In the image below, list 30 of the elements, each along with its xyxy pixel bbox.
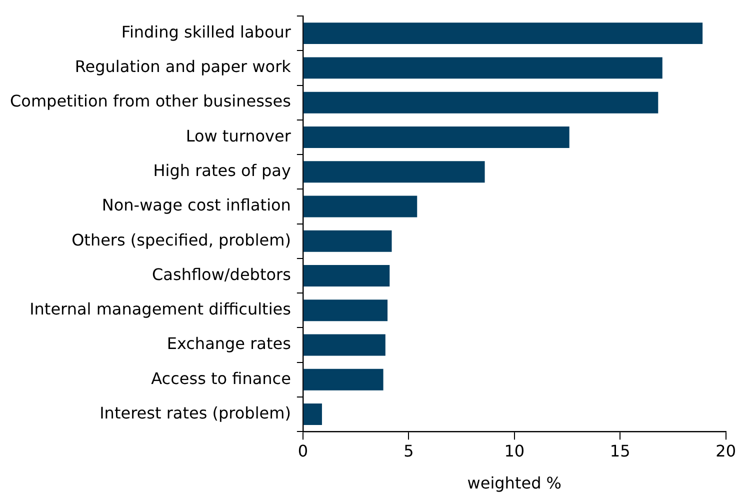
bar bbox=[303, 265, 390, 286]
bar bbox=[303, 92, 658, 114]
y-tick-label: Access to finance bbox=[151, 368, 291, 388]
bar bbox=[303, 57, 662, 79]
y-tick-label: Cashflow/debtors bbox=[152, 264, 291, 284]
y-tick-label: Non-wage cost inflation bbox=[102, 196, 291, 215]
x-tick-label: 15 bbox=[610, 441, 630, 460]
x-tick-label: 10 bbox=[504, 441, 525, 460]
y-tick-label: Interest rates (problem) bbox=[100, 403, 291, 422]
bar bbox=[303, 300, 388, 322]
y-tick-label: Internal management difficulties bbox=[30, 300, 291, 319]
y-tick-label: Competition from other businesses bbox=[10, 92, 291, 111]
y-tick-label: Finding skilled labour bbox=[121, 22, 292, 42]
bar bbox=[303, 368, 384, 390]
y-tick-label: Low turnover bbox=[186, 126, 292, 146]
bar bbox=[303, 334, 386, 356]
x-tick-label: 5 bbox=[404, 441, 414, 460]
bar bbox=[303, 230, 392, 252]
y-tick-label: Others (specified, problem) bbox=[72, 230, 291, 250]
bar bbox=[303, 161, 485, 183]
bar bbox=[303, 126, 570, 148]
y-tick-label: Regulation and paper work bbox=[74, 57, 292, 76]
x-axis-title: weighted % bbox=[467, 474, 562, 493]
bar bbox=[303, 404, 322, 426]
x-tick-label: 20 bbox=[716, 441, 736, 460]
y-tick-label: High rates of pay bbox=[153, 161, 291, 180]
bar bbox=[303, 22, 703, 44]
x-tick-label: 0 bbox=[298, 441, 308, 460]
y-tick-label: Exchange rates bbox=[166, 334, 291, 354]
bar bbox=[303, 196, 418, 218]
